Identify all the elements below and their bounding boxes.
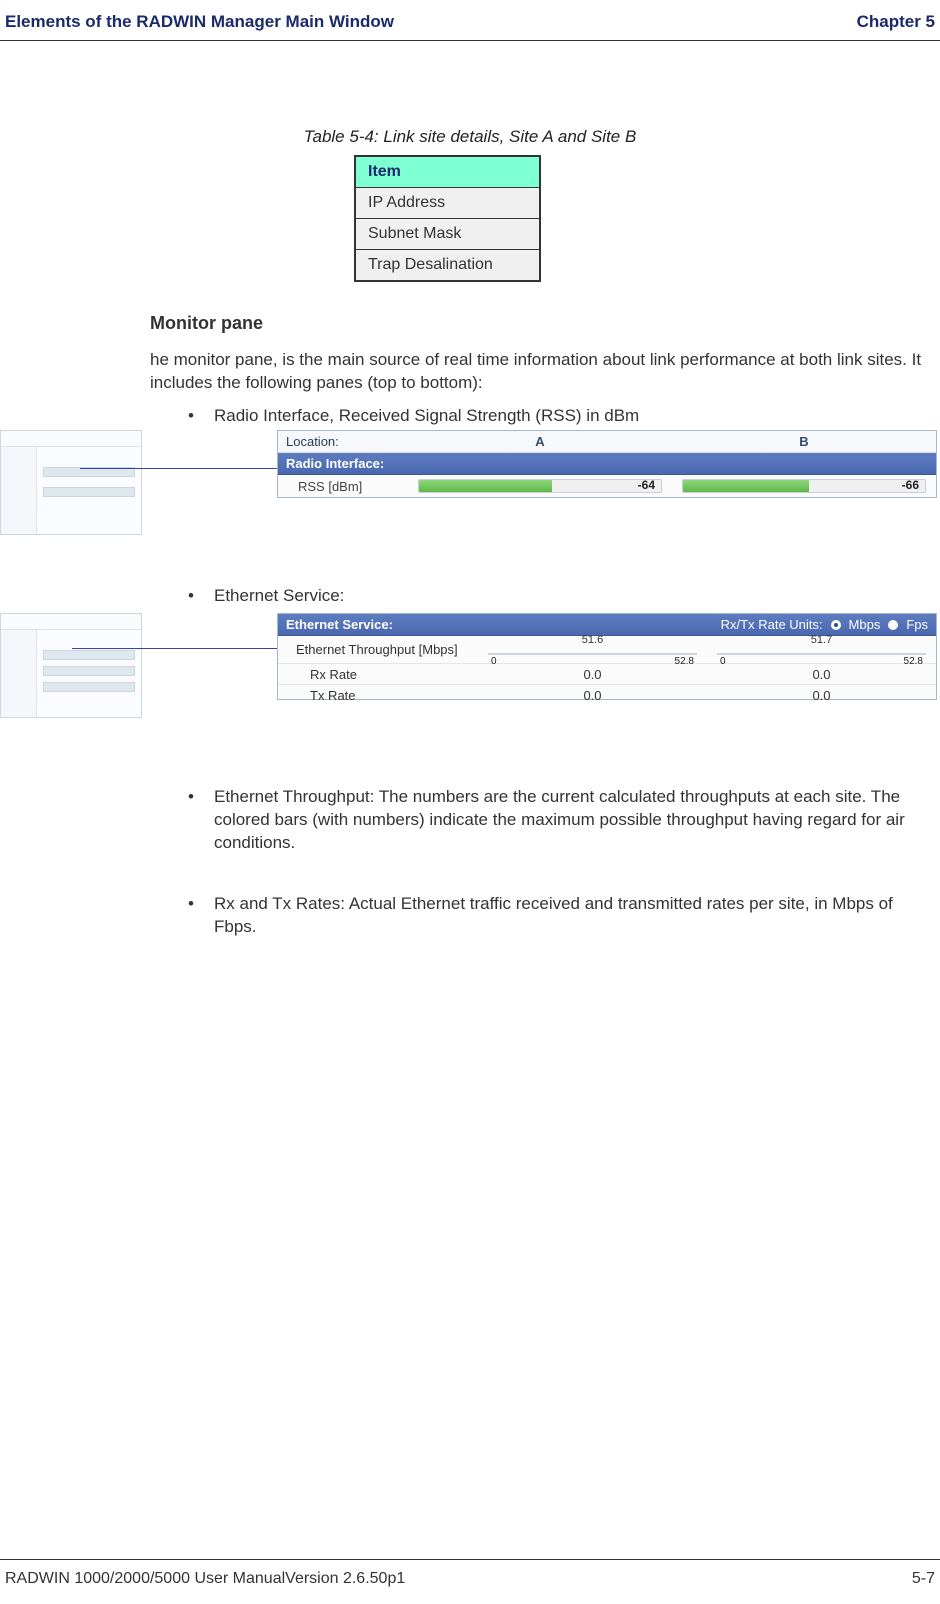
callout-line [72, 648, 282, 649]
ethernet-title: Ethernet Service: [286, 617, 721, 632]
bullet-rx-tx-rates: •Rx and Tx Rates: Actual Ethernet traffi… [214, 893, 924, 939]
rss-fill-a [419, 480, 552, 492]
table-row: Trap Desalination [355, 250, 540, 282]
thr-b-right-tick: 52.8 [904, 656, 923, 667]
rss-label: RSS [dBm] [278, 479, 408, 494]
location-col-b: B [672, 434, 936, 449]
tx-rate-row: Tx Rate 0.0 0.0 [278, 685, 936, 706]
radio-interface-widget: Location: A B Radio Interface: RSS [dBm]… [277, 430, 937, 498]
screenshot-thumbnail [0, 430, 142, 535]
throughput-a-value: 51.6 [478, 634, 707, 646]
throughput-b-value: 51.7 [707, 634, 936, 646]
rx-rate-a: 0.0 [478, 667, 707, 682]
bullet-dot-icon: • [188, 586, 214, 606]
location-label: Location: [278, 434, 408, 449]
bullet-dot-icon: • [188, 893, 214, 916]
footer-rule [0, 1559, 940, 1560]
table-header: Item [355, 156, 540, 188]
bullet-dot-icon: • [188, 786, 214, 809]
radio-fps[interactable] [888, 620, 898, 630]
thr-a-left-tick: 0 [491, 656, 497, 667]
paragraph: he monitor pane, is the main source of r… [150, 349, 930, 395]
tx-rate-b: 0.0 [707, 688, 936, 703]
rss-value-a: -64 [638, 479, 655, 492]
radio-fps-label: Fps [906, 617, 928, 632]
header-rule [0, 40, 940, 41]
rx-rate-label: Rx Rate [278, 667, 478, 682]
location-col-a: A [408, 434, 672, 449]
items-table: Item IP Address Subnet Mask Trap Desalin… [354, 155, 541, 282]
throughput-label: Ethernet Throughput [Mbps] [278, 642, 478, 657]
rss-row: RSS [dBm] -64 -66 [278, 475, 936, 497]
footer-left: RADWIN 1000/2000/5000 User ManualVersion… [5, 1570, 405, 1588]
section-title-monitor-pane: Monitor pane [150, 313, 263, 334]
bullet-label: Ethernet Throughput: [214, 787, 379, 806]
bullet-ethernet-service: •Ethernet Service: [188, 586, 928, 606]
table-caption: Table 5-4: Link site details, Site A and… [0, 127, 940, 147]
rx-rate-row: Rx Rate 0.0 0.0 [278, 664, 936, 685]
rate-units-group: Rx/Tx Rate Units: Mbps Fps [721, 617, 928, 632]
bullet-text: Ethernet Service: [214, 586, 344, 605]
bullet-text: Radio Interface, Received Signal Strengt… [214, 406, 639, 425]
bullet-ethernet-throughput: •Ethernet Throughput: The numbers are th… [214, 786, 924, 855]
radio-mbps-label: Mbps [849, 617, 881, 632]
bullet-dot-icon: • [188, 406, 214, 426]
ethernet-service-widget: Ethernet Service: Rx/Tx Rate Units: Mbps… [277, 613, 937, 700]
footer-right: 5-7 [912, 1570, 935, 1588]
rx-rate-b: 0.0 [707, 667, 936, 682]
table-row: Subnet Mask [355, 219, 540, 250]
radio-mbps[interactable] [831, 620, 841, 630]
rss-cell-a: -64 [408, 479, 672, 493]
thr-b-left-tick: 0 [720, 656, 726, 667]
rss-value-b: -66 [902, 479, 919, 492]
location-row: Location: A B [278, 431, 936, 453]
screenshot-thumbnail [0, 613, 142, 718]
tx-rate-a: 0.0 [478, 688, 707, 703]
throughput-row: Ethernet Throughput [Mbps] 51.6 0 52.8 5… [278, 636, 936, 664]
tx-rate-label: Tx Rate [278, 688, 478, 703]
table-row: IP Address [355, 188, 540, 219]
rate-units-label: Rx/Tx Rate Units: [721, 617, 823, 632]
callout-line [80, 468, 282, 469]
bullet-radio-interface: •Radio Interface, Received Signal Streng… [188, 406, 928, 426]
page-header-right: Chapter 5 [857, 12, 935, 32]
page-header-left: Elements of the RADWIN Manager Main Wind… [5, 12, 394, 32]
bullet-label: Rx and Tx Rates: [214, 894, 349, 913]
thr-a-right-tick: 52.8 [675, 656, 694, 667]
rss-cell-b: -66 [672, 479, 936, 493]
radio-interface-header: Radio Interface: [278, 453, 936, 475]
rss-fill-b [683, 480, 809, 492]
